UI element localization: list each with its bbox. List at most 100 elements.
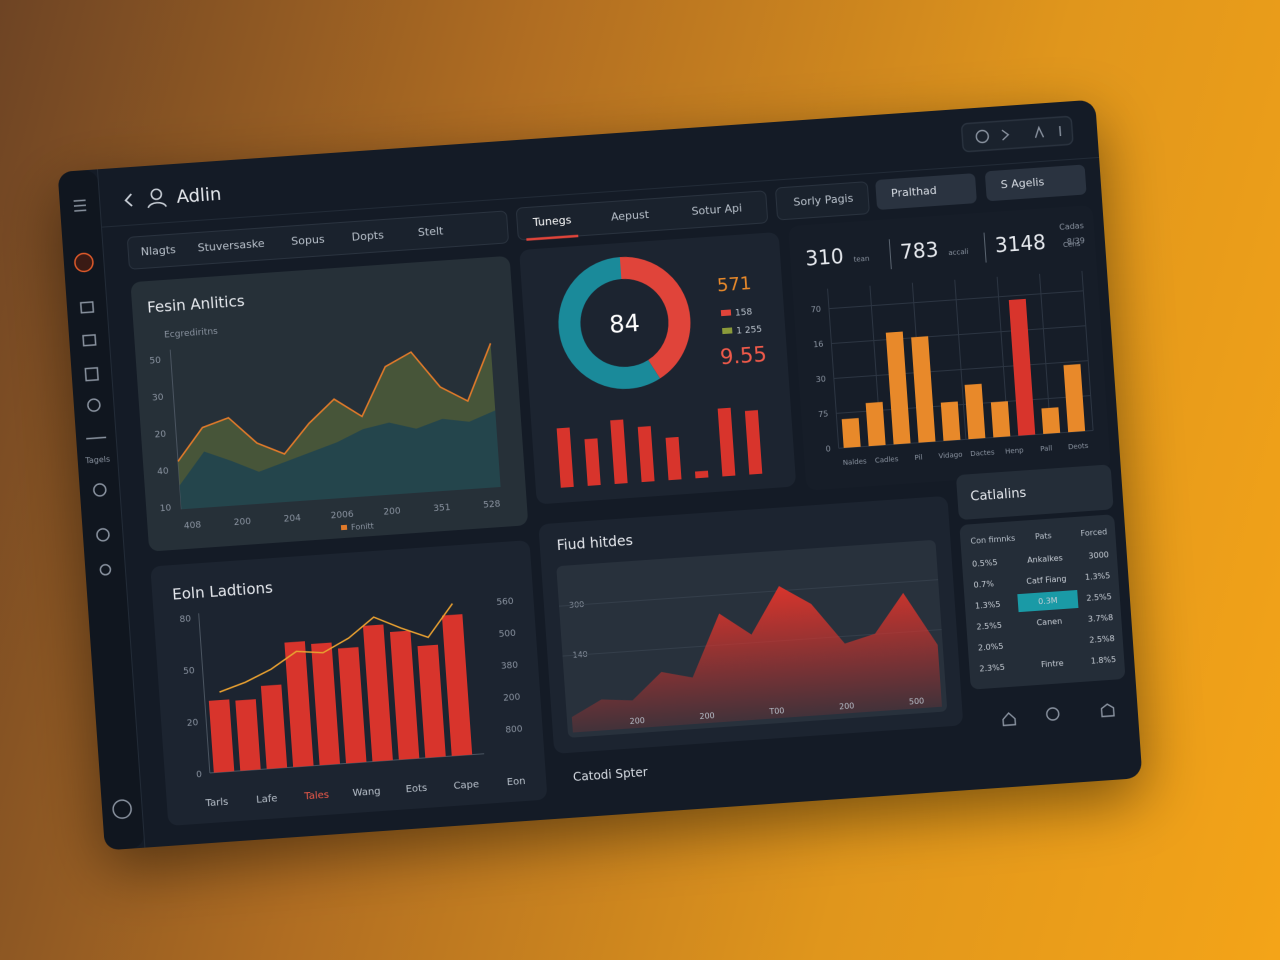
filter-box[interactable] xyxy=(985,164,1087,201)
table-cell: 2.3%5 xyxy=(979,663,1005,674)
y-tick-label: 30 xyxy=(152,393,164,404)
dashboard-canvas: Tagels Adlin Nlagts Stuversaske Sopus Dopts… xyxy=(58,100,1142,850)
panel-title: Fiud hitdes xyxy=(556,533,633,554)
menu-icon[interactable] xyxy=(73,199,87,212)
x-tick-label: Henp xyxy=(1005,446,1025,455)
x-label: Cape xyxy=(453,779,479,792)
divider xyxy=(983,232,987,263)
bar xyxy=(260,684,288,769)
stat-value: 3148 xyxy=(994,230,1046,257)
footer-icon[interactable] xyxy=(1100,703,1115,718)
grid-line xyxy=(828,290,1084,310)
footer-icon[interactable] xyxy=(1002,712,1017,727)
tab-group xyxy=(516,190,768,241)
bar xyxy=(665,436,682,481)
table-cell: 1.8%5 xyxy=(1090,655,1116,666)
nav-icon[interactable] xyxy=(79,301,95,314)
table-cell: Catf Fiang xyxy=(1026,574,1067,586)
tab-label[interactable]: Stuversaske xyxy=(197,237,265,255)
x-label: Tarls xyxy=(204,797,228,810)
tab-label[interactable]: Sotur Api xyxy=(691,201,742,217)
chart-subtitle: Ecgrediritns xyxy=(164,327,219,341)
x-tick-label: 200 xyxy=(383,506,401,517)
header-title: Adlin xyxy=(176,184,222,208)
table-header: Pats xyxy=(1035,531,1052,541)
tab-label[interactable]: Stelt xyxy=(417,224,444,239)
bar xyxy=(841,418,861,448)
tab-label[interactable]: Dopts xyxy=(351,228,384,243)
nav-icon[interactable] xyxy=(99,563,112,576)
toolbar-icon[interactable] xyxy=(975,129,990,144)
stat-value: 9.55 xyxy=(719,342,767,369)
bar xyxy=(885,331,911,445)
x-label: Eon xyxy=(506,776,526,788)
y-tick-label: 30 xyxy=(815,375,826,385)
axis-line xyxy=(198,613,211,773)
y2-tick-label: 560 xyxy=(496,597,514,608)
highlight-cell xyxy=(1017,589,1079,613)
logo[interactable] xyxy=(74,252,94,273)
x-tick-label: Pall xyxy=(1040,444,1053,453)
nav-icon[interactable] xyxy=(93,483,107,497)
x-tick-label: 528 xyxy=(483,500,501,511)
tab-label[interactable]: Nlagts xyxy=(140,243,176,258)
grid-line xyxy=(1039,273,1052,434)
nav-icon[interactable] xyxy=(96,528,110,542)
corner-label: 8/39 xyxy=(1067,236,1086,246)
tab-label[interactable]: Aepust xyxy=(611,208,651,224)
bar xyxy=(389,630,420,760)
tab-label[interactable]: Tunegs xyxy=(532,213,573,229)
grid-line xyxy=(827,288,840,449)
toolbar-icon[interactable] xyxy=(1001,129,1010,141)
tab-label[interactable]: Sorly Pagis xyxy=(793,192,854,209)
user-icon xyxy=(147,188,167,209)
filter-box[interactable] xyxy=(875,173,977,210)
active-tab-underline xyxy=(526,234,579,241)
y-tick-label: 40 xyxy=(157,467,169,478)
toolbar-icon[interactable] xyxy=(1059,126,1062,137)
stat-unit: tean xyxy=(853,255,869,264)
bar xyxy=(744,410,763,475)
y-tick-label: 20 xyxy=(187,718,199,729)
sidebar-border xyxy=(96,169,146,848)
profile-icon[interactable] xyxy=(112,799,132,819)
bar xyxy=(584,438,601,486)
x-tick-label: Cadles xyxy=(875,455,899,465)
table-header: Con fimnks xyxy=(970,534,1015,546)
toolbar-icon[interactable] xyxy=(1034,125,1045,139)
x-tick-label: 351 xyxy=(433,503,451,514)
line-series xyxy=(219,603,454,693)
bar xyxy=(362,624,393,762)
bar xyxy=(284,641,314,768)
y-tick-label: 20 xyxy=(154,430,166,441)
nav-icon[interactable] xyxy=(87,398,101,412)
tab-label[interactable]: Sopus xyxy=(291,233,325,248)
x-label: Eots xyxy=(405,783,427,795)
nav-icon[interactable] xyxy=(82,334,97,347)
area-fill xyxy=(571,586,942,733)
x-tick-label: Dactes xyxy=(970,448,995,458)
table-cell: 0.3M xyxy=(1038,596,1058,606)
table-header: Forced xyxy=(1080,527,1107,538)
nav-icon[interactable] xyxy=(84,367,99,382)
x-tick-label: 200 xyxy=(629,716,645,726)
bar xyxy=(637,426,655,483)
y2-tick-label: 200 xyxy=(503,693,521,704)
y-tick-label: 80 xyxy=(179,614,191,625)
area-fill xyxy=(179,410,501,510)
footer-icon[interactable] xyxy=(1046,707,1060,721)
table-cell: 2.0%5 xyxy=(978,642,1004,653)
table-cell: 2.5%8 xyxy=(1089,634,1115,645)
bar xyxy=(441,614,473,757)
table-cell: 1.3%5 xyxy=(975,600,1001,611)
y-tick-label: 50 xyxy=(149,356,161,367)
x-label: Lafe xyxy=(256,793,278,805)
corner-label: Cadas xyxy=(1059,221,1084,232)
legend-swatch xyxy=(722,327,733,335)
toolbar xyxy=(961,115,1074,153)
back-button[interactable] xyxy=(124,193,133,207)
axis-line xyxy=(169,349,182,510)
y-tick-label: 10 xyxy=(160,503,172,514)
bar xyxy=(417,644,446,758)
bar xyxy=(1063,364,1086,433)
